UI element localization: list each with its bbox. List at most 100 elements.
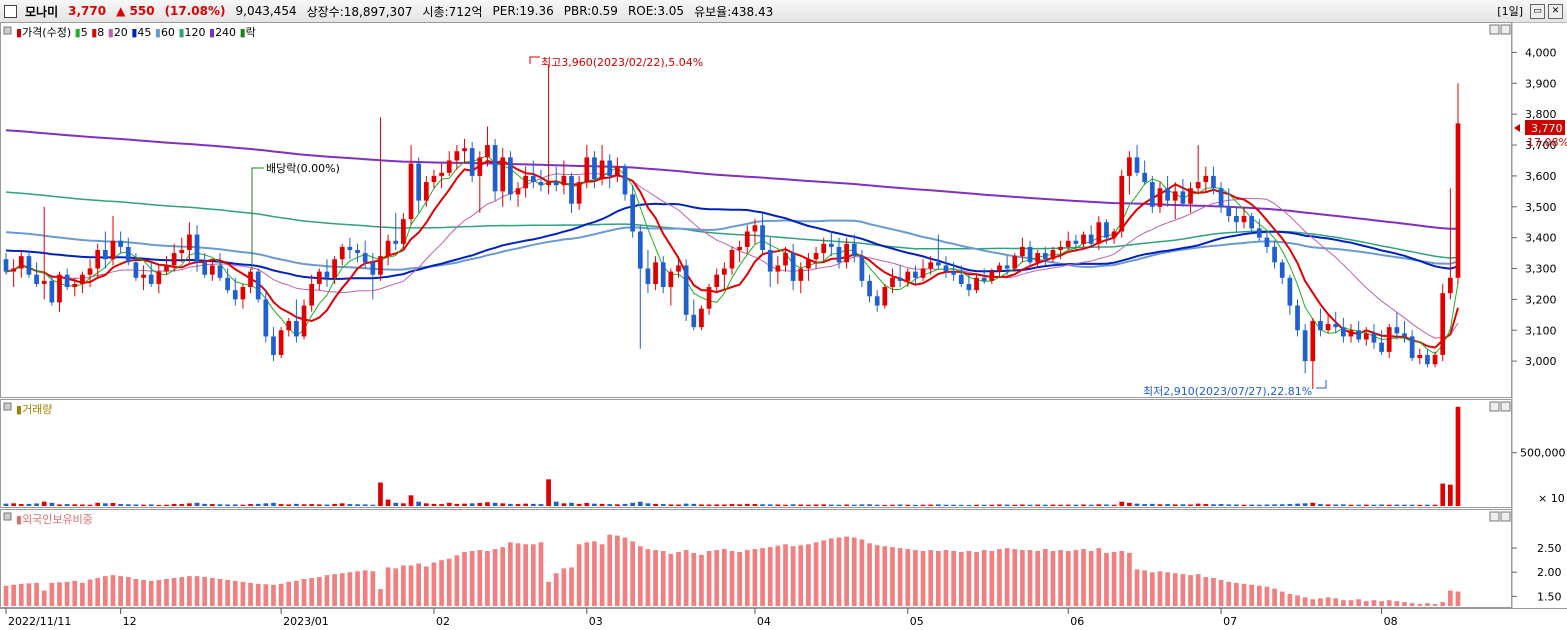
period-selector[interactable]: [1일] <box>1497 5 1523 18</box>
panel-close-icon[interactable] <box>1500 511 1511 522</box>
foreign-bar <box>1272 588 1277 606</box>
volume-legend: ▮거래량 <box>16 403 52 416</box>
candle-body <box>1318 321 1323 331</box>
candle-body <box>1165 188 1170 201</box>
candle-body <box>156 271 162 284</box>
candle-body <box>1448 277 1453 294</box>
volume-bar <box>1363 504 1369 506</box>
candle-body <box>324 271 330 278</box>
volume-bar <box>729 504 735 506</box>
volume-bar <box>1020 504 1025 506</box>
candle-body <box>859 256 865 281</box>
foreign-bar <box>431 562 437 606</box>
stock-header-bar: 모나미 3,770 ▲ 550 (17.08%) 9,043,454 상장수:1… <box>0 0 1567 23</box>
foreign-bar <box>1371 600 1377 606</box>
candle-body <box>1333 324 1339 328</box>
foreign-bar <box>1127 552 1132 606</box>
volume-bar <box>370 504 376 506</box>
candle-body <box>431 175 437 183</box>
candle-body <box>362 253 368 263</box>
volume-bar <box>561 503 567 506</box>
candle-body <box>64 274 70 288</box>
candle-body <box>286 321 292 331</box>
close-icon[interactable]: ✕ <box>1548 3 1563 19</box>
volume-bar <box>110 503 116 506</box>
volume-bar <box>3 503 9 506</box>
panel-menu-icon[interactable] <box>3 402 12 411</box>
volume-bar <box>683 503 689 506</box>
foreign-bar <box>408 565 414 606</box>
candle-body <box>584 157 590 183</box>
volume-bar <box>615 504 620 506</box>
foreign-bar <box>1188 575 1193 606</box>
price-legend-item: 락 <box>246 26 256 39</box>
candle-body <box>615 166 620 176</box>
foreign-bar <box>997 549 1002 606</box>
volume-panel[interactable] <box>0 399 1512 508</box>
candle-body <box>309 283 315 306</box>
ma240-line <box>5 129 1458 230</box>
foreign-bar <box>1402 602 1407 606</box>
candle-body <box>1203 175 1209 183</box>
volume-bar <box>102 503 108 506</box>
volume-bar <box>668 504 674 506</box>
foreign-bar <box>981 550 987 606</box>
candle-body <box>1149 182 1155 207</box>
price-tag-label: 3,770 <box>1531 122 1563 135</box>
candle-body <box>1455 123 1461 278</box>
foreign-bar <box>515 543 521 606</box>
volume-bar <box>362 504 368 506</box>
volume-bar <box>133 504 139 506</box>
foreign-bar <box>897 548 903 606</box>
volume-bar <box>179 504 185 506</box>
panel-close-icon[interactable] <box>1500 24 1511 35</box>
volume-bar <box>454 503 460 506</box>
foreign-bar <box>1356 599 1362 606</box>
volume-bar <box>989 504 995 506</box>
foreign-bar <box>95 578 101 606</box>
foreign-bar <box>294 580 299 606</box>
volume-bar <box>1325 504 1331 506</box>
panel-menu-icon[interactable] <box>3 512 12 521</box>
volume-tick-label: 500,000 <box>1520 447 1566 460</box>
candle-body <box>920 268 926 278</box>
volume-bar <box>790 504 796 506</box>
foreign-bar <box>1004 548 1010 606</box>
candle-body <box>806 259 811 269</box>
candle-body <box>691 314 697 328</box>
foreign-bar <box>1432 604 1438 606</box>
foreign-panel-controls <box>3 511 1511 522</box>
candle-body <box>446 160 452 173</box>
restore-icon[interactable]: ▭ <box>1530 3 1545 19</box>
candle-body <box>110 240 116 260</box>
volume-bar <box>1180 504 1186 506</box>
volume-bar <box>492 502 498 506</box>
volume-bar <box>324 504 330 506</box>
price-tick-label: 3,000 <box>1525 355 1557 368</box>
volume-bar <box>569 502 574 506</box>
candle-body <box>1142 172 1148 183</box>
volume-bar <box>1402 504 1407 506</box>
select-checkbox[interactable] <box>4 4 17 18</box>
candle-body <box>1394 327 1400 334</box>
foreign-bar <box>469 551 475 606</box>
volume-bar <box>232 504 238 506</box>
volume-bar <box>1027 504 1033 506</box>
foreign-bar <box>1035 551 1041 606</box>
volume-bar <box>943 504 949 506</box>
volume-bar <box>1149 503 1155 506</box>
panel-min-icon[interactable] <box>1489 24 1500 35</box>
volume-bar <box>439 504 444 506</box>
volume-bar <box>1272 504 1277 506</box>
panel-min-icon[interactable] <box>1489 511 1500 522</box>
foreign-bar <box>828 538 834 606</box>
panel-close-icon[interactable] <box>1500 401 1511 412</box>
candle-body <box>683 265 689 315</box>
candle-body <box>783 253 788 266</box>
panel-menu-icon[interactable] <box>3 26 12 35</box>
volume-bar <box>607 504 613 506</box>
volume-bar <box>958 504 964 506</box>
volume-bar <box>248 504 253 506</box>
foreign-bar <box>271 584 276 606</box>
panel-min-icon[interactable] <box>1489 401 1500 412</box>
